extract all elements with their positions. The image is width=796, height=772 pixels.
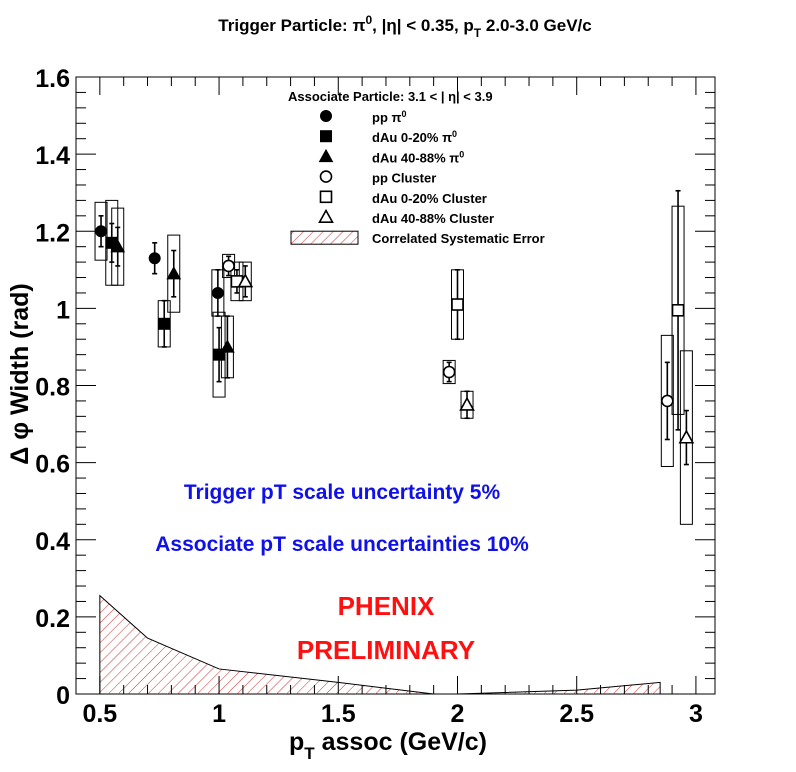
- data-point-marker: [166, 266, 182, 280]
- data-point-marker: [211, 286, 224, 299]
- data-point-marker: [318, 208, 334, 223]
- data-point-marker: [213, 348, 226, 361]
- data-point-marker: [95, 225, 108, 238]
- axis-layer: 0 0.2 0.4 0.6 0.8 1 1.2 1.4 1.6 0.5 1 1.5 2 2.5 3: [35, 65, 715, 728]
- legend-label: pp Cluster: [372, 171, 436, 186]
- legend-label: dAu 40-88% Cluster: [372, 211, 494, 226]
- marker-layer: [95, 225, 695, 444]
- legend-label: dAu 0-20% Cluster: [372, 191, 487, 206]
- legend-label: pp π0: [372, 109, 406, 125]
- data-point-marker: [319, 170, 333, 183]
- trigger-scale-note: Trigger pT scale uncertainty 5%: [184, 481, 501, 504]
- y-axis-label: Δ φ Width (rad): [6, 283, 34, 464]
- data-point-marker: [671, 304, 685, 317]
- y-tick-label: 0.6: [35, 451, 70, 479]
- y-tick-label: 0: [56, 682, 70, 710]
- x-tick-label: 1.5: [321, 700, 356, 728]
- y-tick-label: 1: [56, 296, 70, 324]
- x-tick-label: 2.5: [559, 700, 594, 728]
- legend-band-swatch: [290, 230, 359, 245]
- x-tick-label: 3: [689, 700, 703, 728]
- x-tick-label: 0.5: [82, 700, 117, 728]
- data-point-marker: [678, 429, 695, 444]
- legend: Associate Particle: 3.1 < | η| < 3.9 pp …: [288, 89, 545, 246]
- legend-label: dAu 0-20% π0: [372, 129, 457, 145]
- x-tick-label: 2: [451, 700, 465, 728]
- systematic-band-fill: [99, 595, 661, 694]
- data-point-marker: [320, 130, 332, 143]
- data-point-marker: [319, 190, 333, 204]
- data-point-marker: [222, 259, 235, 273]
- y-tick-label: 1.4: [35, 142, 70, 170]
- y-tick-label: 1.2: [35, 219, 70, 247]
- systematic-error-box: [679, 350, 693, 525]
- data-point-marker: [318, 148, 334, 163]
- data-point-marker: [148, 252, 161, 265]
- data-point-marker: [451, 298, 464, 311]
- x-axis-label: pT assoc (GeV/c): [289, 728, 487, 763]
- data-point-marker: [661, 394, 674, 408]
- phenix-label: PHENIX: [338, 591, 435, 621]
- data-point-marker: [237, 273, 254, 288]
- legend-title: Associate Particle: 3.1 < | η| < 3.9: [288, 89, 493, 104]
- systematic-error-box: [167, 234, 181, 313]
- data-point-marker: [442, 365, 456, 379]
- data-point-marker: [459, 396, 475, 411]
- data-point-marker: [220, 339, 235, 353]
- data-point-marker: [320, 110, 332, 122]
- data-point-marker: [158, 317, 171, 330]
- systematic-box-layer: [94, 199, 693, 525]
- chart-title: Trigger Particle: π0, |η| < 0.35, pT 2.0…: [218, 13, 591, 40]
- data-point-marker: [110, 239, 126, 253]
- y-tick-label: 0.2: [35, 605, 70, 633]
- x-tick-label: 1: [212, 700, 226, 728]
- y-tick-label: 1.6: [35, 65, 70, 93]
- y-tick-label: 0.8: [35, 374, 70, 402]
- associate-scale-note: Associate pT scale uncertainties 10%: [155, 533, 529, 556]
- y-tick-label: 0.4: [35, 528, 70, 556]
- legend-label: dAu 40-88% π0: [372, 149, 464, 165]
- preliminary-label: PRELIMINARY: [297, 635, 475, 665]
- legend-label: Correlated Systematic Error: [372, 231, 545, 246]
